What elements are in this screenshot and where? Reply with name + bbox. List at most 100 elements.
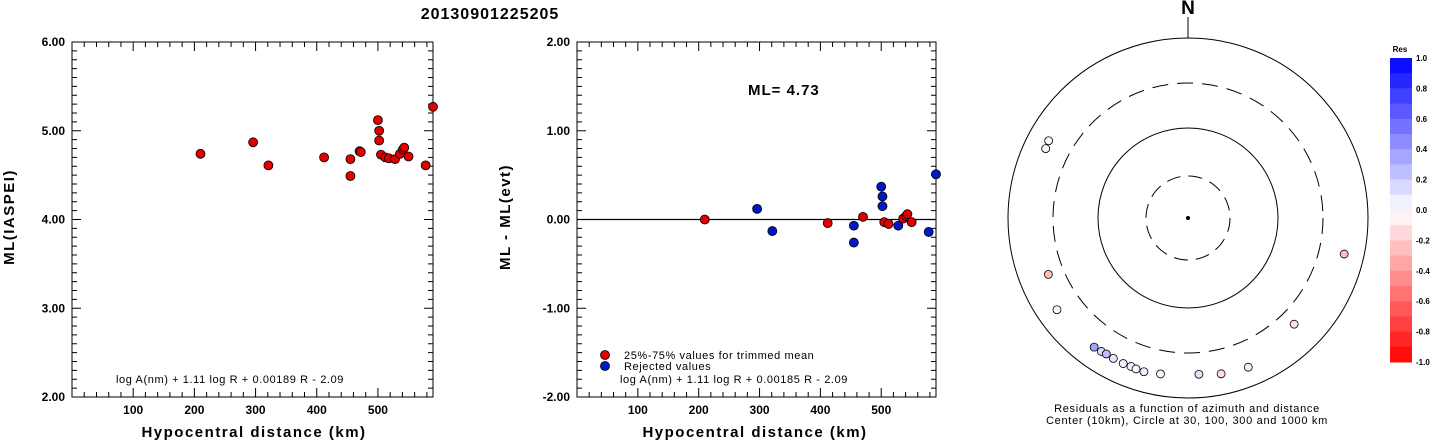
data-point bbox=[345, 154, 356, 165]
data-point bbox=[399, 142, 410, 153]
colorbar-segment bbox=[1390, 194, 1412, 211]
station-marker bbox=[1216, 369, 1226, 379]
colorbar-tick-label: -0.4 bbox=[1416, 267, 1430, 276]
x-tick-label: 100 bbox=[628, 403, 648, 417]
y-tick-label: 3.00 bbox=[42, 301, 66, 315]
y-tick-label: -2.00 bbox=[543, 390, 571, 404]
trimmed-point bbox=[902, 209, 913, 220]
legend-rejected-label: Rejected values bbox=[624, 361, 711, 373]
station-marker bbox=[1041, 144, 1051, 153]
colorbar-segment bbox=[1390, 316, 1412, 333]
colorbar-segment bbox=[1390, 331, 1412, 348]
north-label: N bbox=[1181, 0, 1195, 19]
data-point bbox=[195, 148, 206, 159]
x-tick-label: 500 bbox=[871, 403, 891, 417]
station-marker bbox=[1108, 353, 1118, 363]
trimmed-point bbox=[883, 219, 894, 229]
trimmed-point bbox=[906, 217, 917, 228]
colorbar-segment bbox=[1390, 88, 1412, 105]
formula-label: log A(nm) + 1.11 log R + 0.00189 R - 2.0… bbox=[116, 374, 344, 386]
colorbar-tick-label: -1.0 bbox=[1416, 358, 1430, 367]
ml-value-label: ML= 4.73 bbox=[748, 82, 820, 99]
trimmed-point bbox=[699, 214, 710, 225]
station-marker bbox=[1052, 305, 1062, 315]
x-tick-label: 300 bbox=[246, 403, 266, 417]
colorbar-segment bbox=[1390, 240, 1412, 257]
colorbar-tick-label: 0.2 bbox=[1416, 176, 1428, 185]
colorbar: 1.0 0.8 0.6 0.4 0.2 0.0 -0.2 -0.4 -0.6 -0.8 -1.0 bbox=[1390, 54, 1430, 367]
data-point bbox=[355, 147, 366, 157]
y-tick-label: 4.00 bbox=[42, 213, 66, 227]
circle-1000km bbox=[1007, 37, 1369, 399]
x-tick-label: 200 bbox=[184, 403, 204, 417]
station-marker bbox=[1243, 362, 1253, 372]
station-marker bbox=[1194, 369, 1204, 379]
y-axis-title: ML(IASPEI) bbox=[1, 169, 18, 265]
y-tick-label: 2.00 bbox=[42, 390, 66, 404]
x-tick-label: 400 bbox=[810, 403, 830, 417]
colorbar-tick-label: 0.0 bbox=[1416, 206, 1428, 215]
colorbar-tick-label: 0.4 bbox=[1416, 145, 1428, 154]
x-tick-label: 500 bbox=[368, 403, 388, 417]
x-tick-label: 400 bbox=[307, 403, 327, 417]
rejected-point bbox=[893, 220, 904, 231]
x-axis-title: Hypocentral distance (km) bbox=[642, 424, 867, 441]
colorbar-segment bbox=[1390, 346, 1412, 363]
colorbar-segment bbox=[1390, 179, 1412, 196]
y-tick-label: 2.00 bbox=[547, 35, 571, 49]
data-point bbox=[263, 160, 274, 171]
magnitude-distance-chart: 100 200 300 400 500 2.00 3.00 4.00 5.00 6.00 ML(I… bbox=[1, 35, 438, 441]
y-tick-label: 1.00 bbox=[547, 124, 571, 138]
colorbar-segment bbox=[1390, 149, 1412, 165]
colorbar-segment bbox=[1390, 73, 1412, 89]
data-point bbox=[403, 151, 414, 162]
x-tick-label: 300 bbox=[750, 403, 770, 417]
colorbar-tick-label: -0.6 bbox=[1416, 297, 1430, 306]
station-marker bbox=[1044, 136, 1054, 146]
colorbar-tick-label: 1.0 bbox=[1416, 54, 1428, 63]
colorbar-tick-label: 0.8 bbox=[1416, 84, 1428, 93]
legend-rejected-marker bbox=[600, 361, 610, 371]
colorbar-segment bbox=[1390, 270, 1412, 287]
y-axis-title: ML - ML(evt) bbox=[497, 164, 514, 270]
rejected-point bbox=[848, 237, 859, 248]
colorbar-segment bbox=[1390, 134, 1412, 150]
data-point bbox=[374, 135, 385, 146]
station-marker bbox=[1089, 342, 1099, 352]
circle-300km bbox=[1052, 82, 1324, 354]
data-point bbox=[373, 115, 383, 125]
data-point bbox=[374, 125, 385, 136]
rejected-point bbox=[923, 227, 934, 237]
epicenter-marker bbox=[1186, 216, 1190, 220]
colorbar-title: Res bbox=[1393, 45, 1408, 54]
colorbar-segment bbox=[1390, 58, 1412, 74]
data-point bbox=[345, 171, 356, 181]
legend-trimmed-label: 25%-75% values for trimmed mean bbox=[624, 350, 814, 362]
colorbar-tick-label: 0.6 bbox=[1416, 115, 1428, 124]
formula-label: log A(nm) + 1.11 log R + 0.00185 R - 2.0… bbox=[620, 374, 848, 386]
station-marker bbox=[1139, 367, 1149, 377]
data-point bbox=[319, 152, 329, 163]
colorbar-segment bbox=[1390, 103, 1412, 120]
station-marker bbox=[1101, 349, 1111, 359]
rejected-point bbox=[876, 181, 887, 192]
caption-line-1: Residuals as a function of azimuth and d… bbox=[1054, 403, 1320, 415]
data-point bbox=[248, 137, 259, 148]
azimuth-residual-plot: N Residuals as a function of azimuth and… bbox=[1007, 0, 1430, 427]
y-tick-label: 6.00 bbox=[42, 35, 66, 49]
y-tick-label: 5.00 bbox=[42, 124, 66, 138]
rejected-point bbox=[848, 220, 859, 231]
y-tick-label: -1.00 bbox=[543, 301, 571, 315]
station-marker bbox=[1289, 319, 1299, 329]
station-marker bbox=[1043, 270, 1053, 279]
caption-line-2: Center (10km), Circle at 30, 100, 300 an… bbox=[1046, 415, 1328, 427]
x-tick-label: 200 bbox=[689, 403, 709, 417]
rejected-point bbox=[767, 226, 778, 236]
rejected-point bbox=[931, 169, 941, 180]
colorbar-tick-label: -0.8 bbox=[1416, 328, 1430, 337]
colorbar-tick-label: -0.2 bbox=[1416, 236, 1430, 245]
y-tick-label: 0.00 bbox=[547, 213, 571, 227]
legend-trimmed-marker bbox=[600, 350, 610, 360]
x-axis-title: Hypocentral distance (km) bbox=[141, 424, 366, 441]
x-tick-label: 100 bbox=[123, 403, 143, 417]
